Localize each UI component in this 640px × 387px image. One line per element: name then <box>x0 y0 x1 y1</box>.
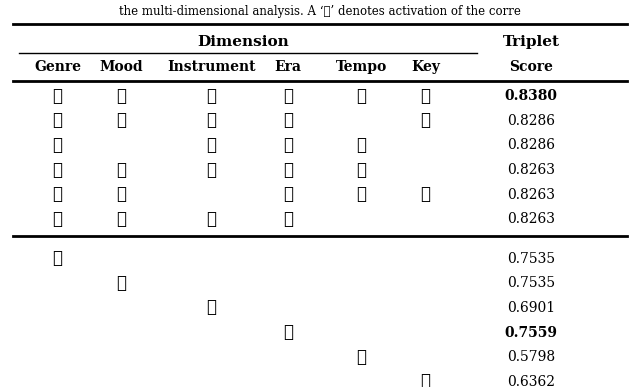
Text: Mood: Mood <box>100 60 143 74</box>
Text: 0.7559: 0.7559 <box>505 325 557 340</box>
Text: ✓: ✓ <box>420 87 431 104</box>
Text: Era: Era <box>275 60 301 74</box>
Text: ✓: ✓ <box>206 137 216 154</box>
Text: ✓: ✓ <box>283 186 293 203</box>
Text: the multi-dimensional analysis. A ‘✓’ denotes activation of the corre: the multi-dimensional analysis. A ‘✓’ de… <box>119 5 521 19</box>
Text: ✓: ✓ <box>206 162 216 179</box>
Text: Dimension: Dimension <box>197 35 289 49</box>
Text: 0.8286: 0.8286 <box>507 114 555 128</box>
Text: Tempo: Tempo <box>336 60 387 74</box>
Text: ✓: ✓ <box>52 112 63 129</box>
Text: 0.8380: 0.8380 <box>505 89 557 103</box>
Text: Instrument: Instrument <box>167 60 255 74</box>
Text: 0.7535: 0.7535 <box>507 252 556 265</box>
Text: 0.8263: 0.8263 <box>507 188 555 202</box>
Text: ✓: ✓ <box>283 137 293 154</box>
Text: Score: Score <box>509 60 553 74</box>
Text: ✓: ✓ <box>206 112 216 129</box>
Text: ✓: ✓ <box>356 186 367 203</box>
Text: ✓: ✓ <box>283 211 293 228</box>
Text: ✓: ✓ <box>356 87 367 104</box>
Text: ✓: ✓ <box>52 137 63 154</box>
Text: ✓: ✓ <box>116 211 127 228</box>
Text: ✓: ✓ <box>420 373 431 387</box>
Text: ✓: ✓ <box>420 112 431 129</box>
Text: ✓: ✓ <box>356 137 367 154</box>
Text: ✓: ✓ <box>356 162 367 179</box>
Text: ✓: ✓ <box>52 87 63 104</box>
Text: 0.6362: 0.6362 <box>507 375 555 387</box>
Text: ✓: ✓ <box>116 162 127 179</box>
Text: ✓: ✓ <box>283 87 293 104</box>
Text: ✓: ✓ <box>206 211 216 228</box>
Text: 0.7535: 0.7535 <box>507 276 556 290</box>
Text: ✓: ✓ <box>283 112 293 129</box>
Text: ✓: ✓ <box>52 211 63 228</box>
Text: ✓: ✓ <box>420 186 431 203</box>
Text: 0.6901: 0.6901 <box>507 301 556 315</box>
Text: 0.8263: 0.8263 <box>507 163 555 177</box>
Text: Genre: Genre <box>34 60 81 74</box>
Text: ✓: ✓ <box>283 324 293 341</box>
Text: ✓: ✓ <box>206 87 216 104</box>
Text: ✓: ✓ <box>52 186 63 203</box>
Text: ✓: ✓ <box>206 300 216 317</box>
Text: ✓: ✓ <box>116 112 127 129</box>
Text: 0.8286: 0.8286 <box>507 139 555 152</box>
Text: ✓: ✓ <box>283 162 293 179</box>
Text: ✓: ✓ <box>52 162 63 179</box>
Text: 0.8263: 0.8263 <box>507 212 555 226</box>
Text: 0.5798: 0.5798 <box>507 350 556 364</box>
Text: ✓: ✓ <box>116 275 127 292</box>
Text: ✓: ✓ <box>116 87 127 104</box>
Text: Key: Key <box>411 60 440 74</box>
Text: ✓: ✓ <box>52 250 63 267</box>
Text: ✓: ✓ <box>116 186 127 203</box>
Text: Triplet: Triplet <box>502 35 560 49</box>
Text: ✓: ✓ <box>356 349 367 366</box>
